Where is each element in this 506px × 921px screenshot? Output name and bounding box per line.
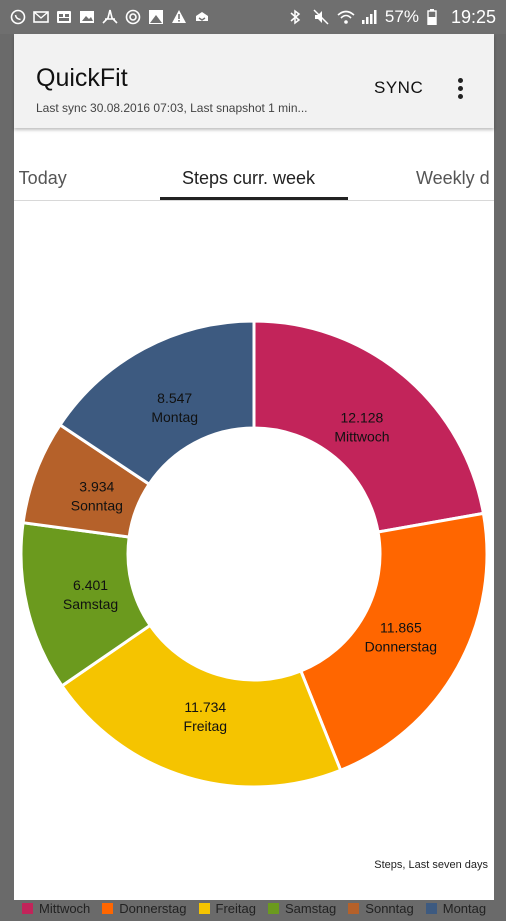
slice-value-freitag: 11.734 — [184, 699, 226, 715]
battery-percent: 57% — [384, 7, 419, 26]
legend-swatch — [22, 903, 33, 914]
slice-value-samstag: 6.401 — [73, 577, 108, 593]
legend-swatch — [102, 903, 114, 914]
legend-label: Montag — [442, 901, 487, 916]
more-vert-icon-dot — [457, 93, 463, 99]
notification-icons — [10, 9, 210, 25]
legend-swatch — [198, 903, 210, 914]
legend-label: Samstag — [284, 901, 337, 916]
legend-item-sonntag[interactable]: Sonntag — [348, 901, 414, 916]
legend-item-donnerstag[interactable]: Donnerstag — [102, 901, 187, 916]
app-toolbar: QuickFit Last sync 30.08.2016 07:03, Las… — [14, 34, 494, 128]
chart-area: 12.128 Mittwoch 11.865 Donnerstag 11.734 Frei… — [14, 201, 494, 916]
donut-hole — [142, 442, 366, 666]
tab-steps-curr-week[interactable]: Steps curr. week — [182, 168, 316, 188]
legend-item-freitag[interactable]: Freitag — [198, 901, 256, 916]
sync-status-text: Last sync 30.08.2016 07:03, Last snapsho… — [36, 101, 308, 115]
bluetooth-icon — [289, 9, 305, 25]
signal-icon — [361, 9, 377, 25]
app-window: QuickFit Last sync 30.08.2016 07:03, Las… — [14, 34, 494, 916]
legend-swatch — [348, 903, 360, 914]
legend-item-montag[interactable]: Montag — [425, 901, 487, 916]
tab-weekly[interactable]: Weekly d — [416, 168, 490, 188]
slice-value-montag: 8.547 — [157, 390, 192, 406]
legend-swatch — [267, 903, 279, 914]
tab-steps-today[interactable]: ts Today — [14, 168, 67, 188]
slice-label-donnerstag: Donnerstag — [365, 639, 437, 655]
system-icons: 57% 19:25 — [289, 7, 496, 28]
tab-bar: ts Today Steps curr. week Weekly d — [14, 160, 494, 201]
slice-value-donnerstag: 11.865 — [380, 620, 422, 636]
slice-value-sonntag: 3.934 — [79, 479, 114, 495]
pdf-icon — [102, 9, 118, 25]
more-vert-icon — [457, 77, 463, 83]
photo-icon — [148, 9, 164, 25]
legend-label: Mittwoch — [39, 901, 91, 916]
warning-icon — [171, 9, 187, 25]
cloud-icon — [194, 9, 210, 25]
slice-label-montag: Montag — [151, 409, 198, 425]
mail-icon — [33, 9, 49, 25]
more-options-button[interactable] — [450, 74, 470, 102]
slice-label-sonntag: Sonntag — [71, 498, 123, 514]
legend-item-mittwoch[interactable]: Mittwoch — [22, 901, 90, 916]
battery-icon — [427, 9, 443, 25]
donut-inner-ring — [128, 428, 380, 680]
mute-icon — [313, 9, 329, 25]
slice-value-mittwoch: 12.128 — [341, 409, 384, 425]
app-title: QuickFit — [36, 64, 128, 92]
legend-item-samstag[interactable]: Samstag — [267, 901, 337, 916]
donut-chart[interactable]: 12.128 Mittwoch 11.865 Donnerstag 11.734 Frei… — [14, 201, 494, 891]
image-icon — [79, 9, 95, 25]
more-vert-icon-dot — [457, 85, 463, 91]
legend-label: Sonntag — [365, 901, 414, 916]
legend-label: Freitag — [215, 901, 256, 916]
chart-legend: Mittwoch Donnerstag Freitag Samstag Sonntag M… — [22, 901, 494, 921]
clock: 19:25 — [450, 6, 496, 27]
slice-label-freitag: Freitag — [184, 718, 228, 734]
tab-indicator — [160, 197, 348, 200]
whatsapp-icon — [10, 9, 26, 25]
wifi-icon — [337, 9, 355, 25]
slice-label-mittwoch: Mittwoch — [334, 428, 389, 444]
gallery-icon — [56, 9, 72, 25]
target-icon — [125, 9, 141, 25]
status-bar: 57% 19:25 — [0, 0, 506, 34]
chart-description: Steps, Last seven days — [374, 859, 488, 871]
sync-button[interactable]: SYNC — [374, 78, 424, 97]
legend-label: Donnerstag — [119, 901, 187, 916]
legend-swatch — [425, 903, 437, 914]
slice-label-samstag: Samstag — [63, 596, 118, 612]
